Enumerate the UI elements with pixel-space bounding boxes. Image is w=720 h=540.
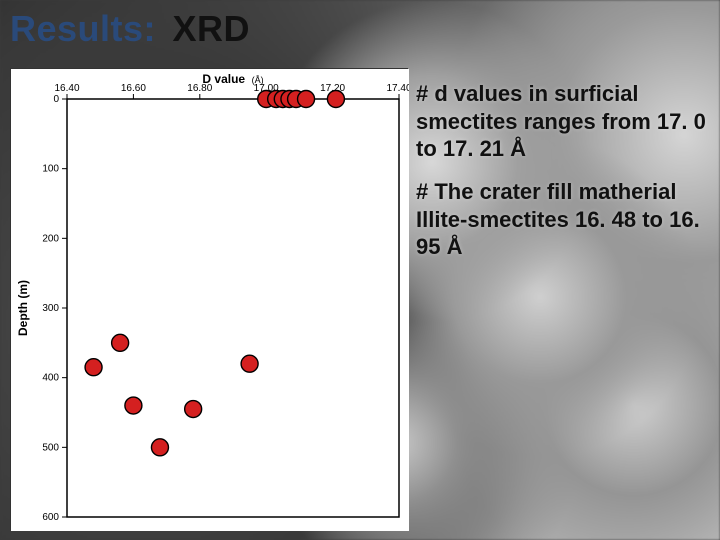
svg-text:400: 400	[42, 373, 59, 384]
svg-text:16.80: 16.80	[187, 83, 212, 94]
note-surficial-smectites: # d values in surficial smectites ranges…	[416, 80, 712, 163]
svg-text:16.60: 16.60	[121, 83, 146, 94]
slide-title: Results: XRD	[10, 8, 250, 50]
note-crater-fill: # The crater fill matherial Illite-smect…	[416, 178, 712, 261]
svg-text:300: 300	[42, 303, 59, 314]
chart-svg: D value (Å)16.4016.6016.8017.0017.2017.4…	[11, 69, 409, 531]
xrd-depth-chart: D value (Å)16.4016.6016.8017.0017.2017.4…	[10, 68, 408, 530]
svg-text:17.40: 17.40	[386, 83, 409, 94]
svg-text:500: 500	[42, 442, 59, 453]
svg-text:Depth (m): Depth (m)	[16, 280, 30, 336]
title-label-part1: Results:	[10, 8, 156, 49]
svg-text:16.40: 16.40	[54, 83, 79, 94]
svg-text:200: 200	[42, 233, 59, 244]
svg-text:600: 600	[42, 512, 59, 523]
svg-text:0: 0	[53, 94, 59, 105]
slide: Results: XRD D value (Å)16.4016.6016.801…	[0, 0, 720, 540]
title-label-part2: XRD	[173, 8, 251, 49]
svg-text:100: 100	[42, 164, 59, 175]
